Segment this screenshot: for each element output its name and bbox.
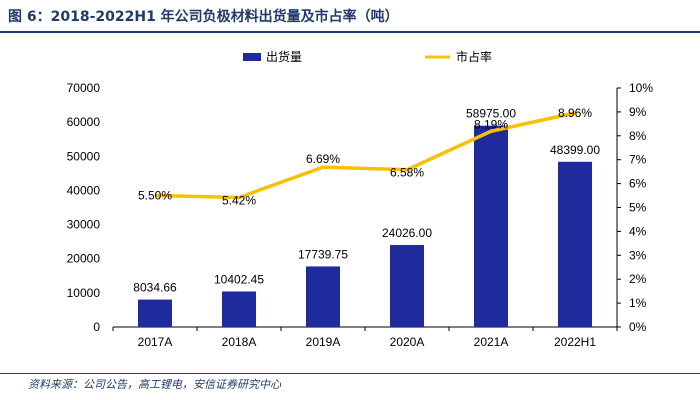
right-axis: 0% 1% 2% 3% 4% 5% 6% 7% 8% 9% 10% bbox=[616, 81, 653, 334]
shipment-bars bbox=[138, 125, 592, 327]
shipment-bar-labels: 8034.66 10402.45 17739.75 24026.00 58975.00 4… bbox=[133, 107, 600, 295]
left-tick-label: 20000 bbox=[67, 252, 101, 266]
left-tick-label: 40000 bbox=[67, 183, 101, 197]
x-axis: 2017A 2018A 2019A 2020A 2021A 2022H1 bbox=[112, 326, 618, 349]
figure-title: 图 6：2018-2022H1 年公司负极材料出货量及市占率（吨） bbox=[8, 9, 399, 25]
share-label: 8.19% bbox=[474, 117, 508, 131]
chart-legend: 出货量 市占率 bbox=[243, 49, 492, 64]
x-tick-label: 2021A bbox=[474, 335, 509, 349]
shipment-bar bbox=[222, 291, 256, 327]
legend-swatch-shipment bbox=[243, 53, 261, 61]
left-tick-label: 70000 bbox=[67, 81, 101, 95]
share-polyline bbox=[154, 111, 576, 200]
left-tick-label: 30000 bbox=[67, 218, 101, 232]
right-tick-label: 0% bbox=[629, 320, 647, 334]
share-label: 6.69% bbox=[306, 152, 340, 166]
shipment-bar-label: 58975.00 bbox=[466, 107, 516, 121]
x-tick-label: 2022H1 bbox=[554, 335, 596, 349]
legend-label-share: 市占率 bbox=[456, 49, 492, 64]
market-share-labels: 5.50% 5.42% 6.69% 6.58% 8.19% 8.96% bbox=[138, 106, 592, 208]
share-label: 5.42% bbox=[222, 193, 256, 207]
shipment-bar-label: 48399.00 bbox=[550, 143, 600, 157]
right-tick-label: 3% bbox=[629, 248, 647, 262]
share-label: 5.50% bbox=[138, 189, 172, 203]
share-label: 6.58% bbox=[390, 166, 424, 180]
right-tick-label: 9% bbox=[629, 105, 647, 119]
source-note: 资料来源：公司公告，高工锂电，安信证券研究中心 bbox=[28, 378, 281, 391]
right-tick-label: 8% bbox=[629, 129, 647, 143]
source-divider bbox=[0, 373, 700, 374]
shipment-bar bbox=[558, 161, 592, 327]
shipment-bar-label: 24026.00 bbox=[382, 226, 432, 240]
market-share-line bbox=[154, 111, 576, 200]
right-tick-label: 4% bbox=[629, 224, 647, 238]
left-axis: 0 10000 20000 30000 40000 50000 60000 70000 bbox=[67, 81, 101, 334]
x-tick-label: 2018A bbox=[222, 335, 257, 349]
x-tick-label: 2020A bbox=[390, 335, 425, 349]
right-tick-label: 10% bbox=[629, 81, 653, 95]
left-tick-label: 0 bbox=[93, 320, 100, 334]
right-tick-label: 5% bbox=[629, 201, 647, 215]
legend-label-shipment: 出货量 bbox=[266, 49, 302, 64]
title-divider bbox=[0, 31, 700, 33]
shipment-bar-label: 8034.66 bbox=[133, 281, 177, 295]
right-tick-label: 1% bbox=[629, 296, 647, 310]
shipment-bar-label: 17739.75 bbox=[298, 247, 348, 261]
share-label: 8.96% bbox=[558, 106, 592, 120]
left-tick-label: 60000 bbox=[67, 115, 101, 129]
shipment-bar bbox=[474, 125, 508, 327]
shipment-bar bbox=[390, 244, 424, 327]
shipment-bar bbox=[138, 299, 172, 327]
combo-chart: 出货量 市占率 0 10000 20000 30000 40000 50000 60000 70… bbox=[67, 49, 654, 349]
right-tick-label: 6% bbox=[629, 177, 647, 191]
shipment-bar-label: 10402.45 bbox=[214, 272, 264, 286]
left-tick-label: 50000 bbox=[67, 149, 101, 163]
right-tick-label: 2% bbox=[629, 272, 647, 286]
left-tick-label: 10000 bbox=[67, 286, 101, 300]
x-tick-label: 2017A bbox=[138, 335, 173, 349]
right-tick-label: 7% bbox=[629, 153, 647, 167]
shipment-bar bbox=[306, 266, 340, 327]
x-tick-label: 2019A bbox=[306, 335, 341, 349]
